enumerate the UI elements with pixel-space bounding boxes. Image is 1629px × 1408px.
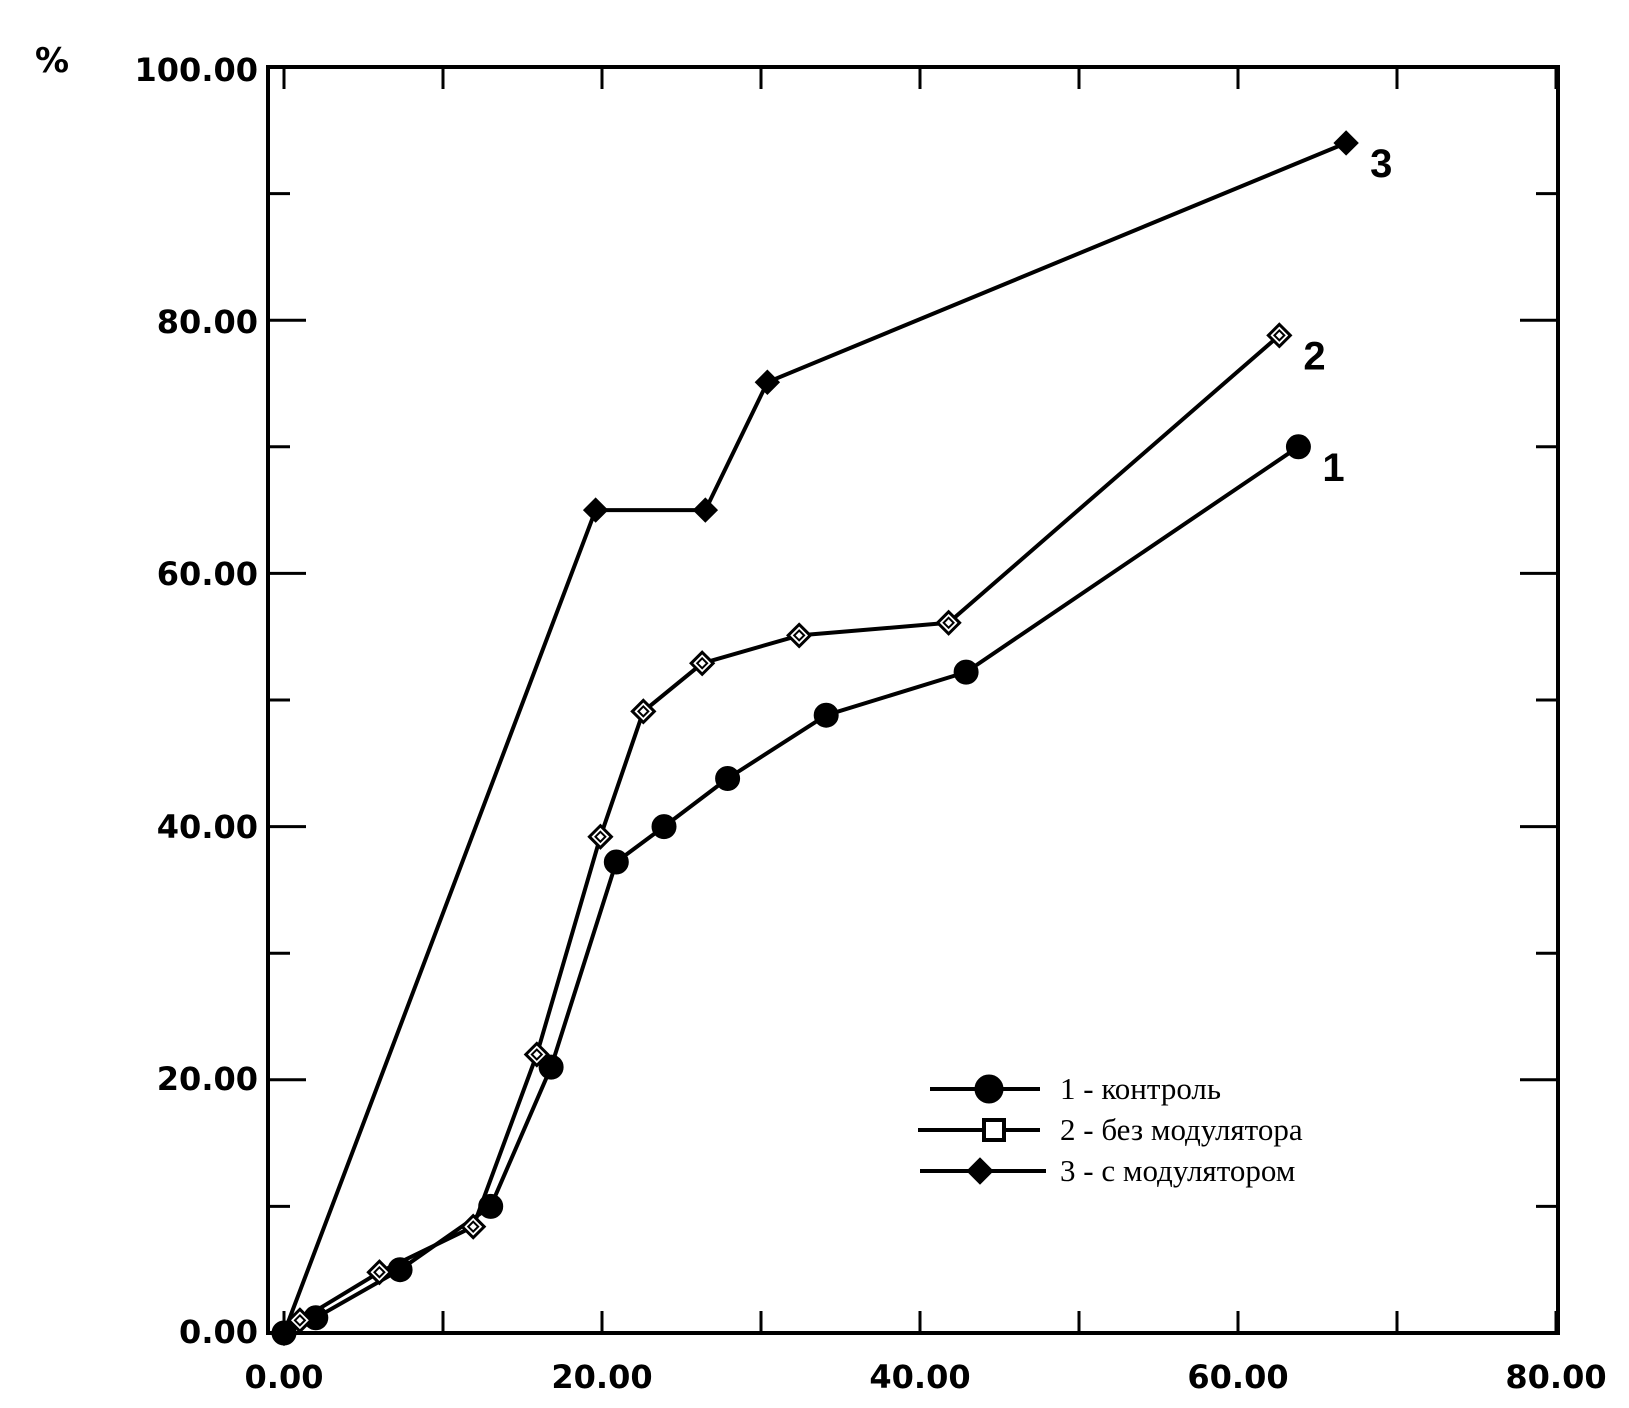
data-point-series-2 <box>935 609 962 636</box>
y-unit-label: % <box>35 41 69 81</box>
series-line-1 <box>283 445 1300 1335</box>
data-point-series-2 <box>366 1259 393 1286</box>
legend-marker-1 <box>974 1074 1004 1104</box>
y-tick-label-20: 20.00 <box>157 1060 258 1098</box>
series-end-label-2: 2 <box>1303 334 1325 378</box>
series-1 <box>271 434 1311 1346</box>
data-point-series-3 <box>582 497 609 523</box>
data-point-series-1 <box>813 702 839 728</box>
data-point-series-3 <box>1333 130 1359 156</box>
legend-marker-3 <box>966 1157 994 1185</box>
x-tick-label-20: 20.00 <box>551 1358 652 1396</box>
data-point-series-2 <box>523 1041 550 1068</box>
data-point-series-1 <box>1285 434 1311 460</box>
x-tick-labels: 0.00 20.00 40.00 60.00 80.00 <box>245 1358 1607 1396</box>
y-tick-label-80: 80.00 <box>157 303 258 341</box>
y-tick-label-60: 60.00 <box>157 555 258 593</box>
series-end-label-3: 3 <box>1370 142 1392 186</box>
series-layer <box>270 130 1359 1347</box>
data-point-series-3 <box>692 497 719 523</box>
legend-item-1: 1 - контроль <box>930 1071 1221 1106</box>
legend-label-2: 2 - без модулятора <box>1060 1112 1303 1147</box>
data-point-series-2 <box>630 698 657 725</box>
data-point-series-2 <box>689 650 716 677</box>
data-point-series-3 <box>271 1320 297 1346</box>
series-2 <box>270 322 1293 1347</box>
plot-border <box>266 65 1560 1335</box>
x-tick-label-60: 60.00 <box>1187 1358 1288 1396</box>
data-point-series-3 <box>754 369 781 395</box>
plot-frame <box>266 65 1560 1335</box>
data-point-series-2 <box>587 823 614 850</box>
series-end-labels: 1 2 3 <box>1303 142 1392 490</box>
x-tick-label-40: 40.00 <box>869 1358 970 1396</box>
data-point-series-2 <box>460 1213 487 1240</box>
data-point-series-1 <box>715 765 741 791</box>
legend-item-3: 3 - с модулятором <box>920 1153 1295 1188</box>
series-3 <box>271 130 1359 1346</box>
data-point-series-1 <box>538 1054 564 1080</box>
legend: 1 - контроль 2 - без модулятора 3 - с моду… <box>918 1071 1303 1188</box>
data-point-series-1 <box>953 659 979 685</box>
legend-label-1: 1 - контроль <box>1060 1071 1221 1106</box>
data-point-series-2 <box>1266 322 1293 349</box>
x-tick-label-80: 80.00 <box>1505 1358 1606 1396</box>
y-tick-label-40: 40.00 <box>157 808 258 846</box>
data-point-series-1 <box>603 849 629 875</box>
series-end-label-1: 1 <box>1322 446 1344 490</box>
legend-marker-2 <box>982 1118 1006 1142</box>
x-tick-label-0: 0.00 <box>245 1358 324 1396</box>
legend-label-3: 3 - с модулятором <box>1060 1153 1295 1188</box>
legend-item-2: 2 - без модулятора <box>918 1112 1303 1147</box>
data-point-series-2 <box>286 1307 314 1334</box>
y-tick-labels: 0.00 20.00 40.00 60.00 80.00 100.00 <box>135 51 258 1351</box>
y-tick-label-100: 100.00 <box>135 51 258 89</box>
y-tick-label-0: 0.00 <box>179 1313 258 1351</box>
data-point-series-1 <box>651 814 677 840</box>
data-point-series-2 <box>786 622 813 649</box>
